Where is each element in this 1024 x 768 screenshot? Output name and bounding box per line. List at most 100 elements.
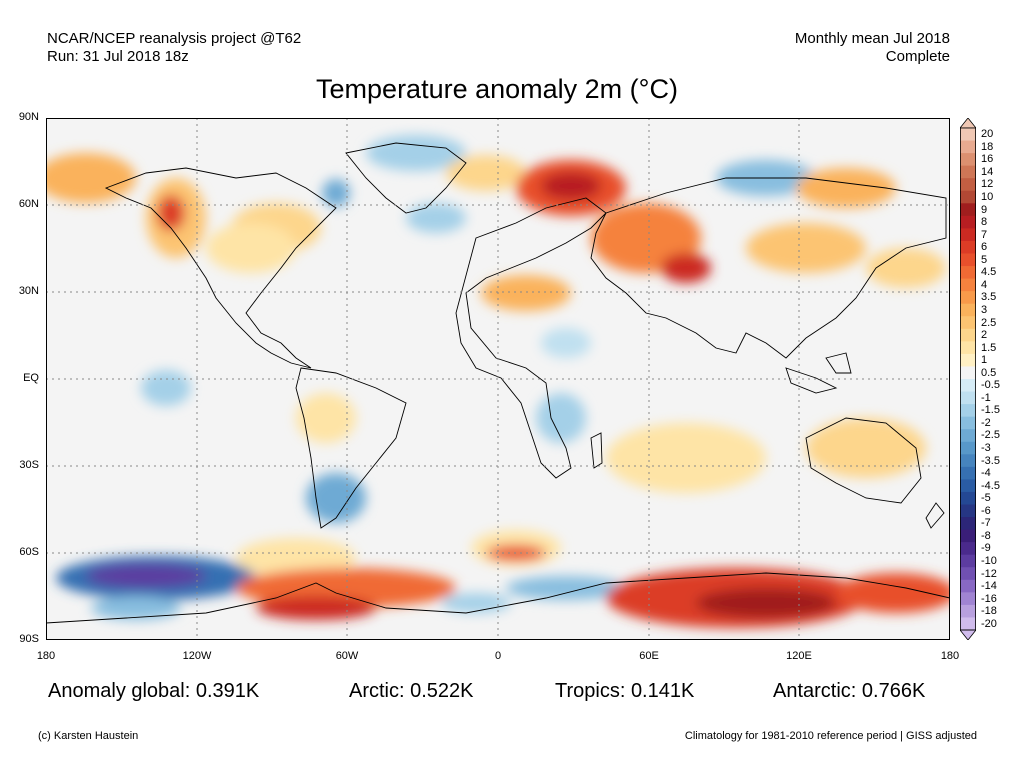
colorbar-swatch (960, 479, 976, 493)
colorbar-tick-label: 10 (981, 191, 994, 204)
colorbar-swatch (960, 542, 976, 556)
lat-label-30s: 30S (19, 459, 39, 471)
colorbar (960, 118, 976, 640)
colorbar-swatch (960, 592, 976, 606)
climatology-note: Climatology for 1981-2010 reference peri… (684, 730, 977, 742)
period-label: Monthly mean Jul 2018 (794, 30, 950, 47)
colorbar-swatch (960, 554, 976, 568)
colorbar-tick-label: 7 (981, 228, 988, 241)
colorbar-swatch (960, 203, 976, 217)
colorbar-swatch (960, 353, 976, 367)
colorbar-tick-label: 4 (981, 278, 988, 291)
colorbar-tick-label: 20 (981, 128, 994, 141)
colorbar-swatch (960, 379, 976, 393)
credit-label: (c) Karsten Haustein (38, 730, 139, 742)
colorbar-swatch (960, 529, 976, 543)
lon-label-120w: 120W (182, 650, 212, 662)
colorbar-tick-label: -12 (981, 567, 997, 580)
coastlines (46, 142, 950, 624)
colorbar-tick-label: -2 (981, 416, 991, 429)
colorbar-swatch (960, 429, 976, 443)
colorbar-tick-label: 2.5 (981, 316, 997, 329)
colorbar-tick-label: -2.5 (981, 429, 1000, 442)
colorbar-swatch (960, 328, 976, 342)
colorbar-swatch (960, 140, 976, 154)
colorbar-swatch (960, 391, 976, 405)
colorbar-swatch (960, 215, 976, 229)
colorbar-swatch (960, 128, 976, 142)
colorbar-tick-label: -1 (981, 391, 991, 404)
lat-label-60s: 60S (19, 546, 39, 558)
colorbar-swatch (960, 266, 976, 280)
colorbar-swatch (960, 579, 976, 593)
colorbar-swatch (960, 604, 976, 618)
colorbar-tick-label: -8 (981, 529, 991, 542)
colorbar-swatch (960, 567, 976, 581)
colorbar-swatch (960, 491, 976, 505)
colorbar-swatch (960, 454, 976, 468)
colorbar-swatch (960, 504, 976, 518)
colorbar-swatch (960, 517, 976, 531)
colorbar-swatch (960, 404, 976, 418)
colorbar-tick-label: 2 (981, 329, 988, 342)
colorbar-tick-label: 3 (981, 303, 988, 316)
graticule (46, 118, 950, 640)
colorbar-tick-label: 14 (981, 165, 994, 178)
lon-label-180e: 180 (940, 650, 960, 662)
colorbar-tick-label: -4.5 (981, 479, 1000, 492)
colorbar-tick-label: -14 (981, 580, 997, 593)
colorbar-swatch (960, 617, 976, 631)
colorbar-swatch (960, 441, 976, 455)
lon-label-180w: 180 (36, 650, 56, 662)
colorbar-swatch (960, 253, 976, 267)
colorbar-tick-label: 1.5 (981, 341, 997, 354)
colorbar-tick-label: 18 (981, 140, 994, 153)
colorbar-tick-label: -5 (981, 492, 991, 505)
colorbar-min-arrow (960, 629, 976, 640)
source-label: NCAR/NCEP reanalysis project @T62 (47, 30, 302, 47)
colorbar-swatch (960, 190, 976, 204)
status-label: Complete (885, 48, 950, 65)
map-frame (46, 118, 950, 640)
colorbar-tick-label: -20 (981, 617, 997, 630)
colorbar-tick-label: 1 (981, 354, 988, 367)
lat-label-60n: 60N (18, 198, 39, 210)
lat-label-90n: 90N (18, 111, 39, 123)
lon-label-60e: 60E (639, 650, 659, 662)
colorbar-tick-label: 4.5 (981, 266, 997, 279)
colorbar-tick-label: 9 (981, 203, 988, 216)
colorbar-tick-label: 12 (981, 178, 994, 191)
stat-global: Anomaly global: 0.391K (48, 680, 260, 702)
colorbar-swatch (960, 228, 976, 242)
colorbar-tick-label: 3.5 (981, 291, 997, 304)
colorbar-swatch (960, 291, 976, 305)
colorbar-tick-label: -10 (981, 554, 997, 567)
run-label: Run: 31 Jul 2018 18z (47, 48, 189, 65)
colorbar-swatch (960, 466, 976, 480)
colorbar-tick-label: -9 (981, 542, 991, 555)
colorbar-swatch (960, 303, 976, 317)
lat-label-90s: 90S (19, 633, 39, 645)
colorbar-tick-label: -6 (981, 504, 991, 517)
colorbar-swatch (960, 153, 976, 167)
colorbar-tick-label: -3.5 (981, 454, 1000, 467)
colorbar-tick-label: -1.5 (981, 404, 1000, 417)
colorbar-tick-label: -16 (981, 592, 997, 605)
stat-tropics: Tropics: 0.141K (555, 680, 695, 702)
colorbar-swatch (960, 366, 976, 380)
colorbar-swatch (960, 341, 976, 355)
colorbar-tick-label: -0.5 (981, 379, 1000, 392)
anomaly-map (46, 118, 950, 640)
colorbar-tick-label: -7 (981, 517, 991, 530)
stat-arctic: Arctic: 0.522K (349, 680, 474, 702)
map-title: Temperature anomaly 2m (°C) (316, 74, 678, 104)
colorbar-tick-label: -18 (981, 605, 997, 618)
colorbar-swatch (960, 278, 976, 292)
colorbar-tick-label: -4 (981, 467, 991, 480)
colorbar-tick-label: 5 (981, 253, 988, 266)
colorbar-tick-label: 6 (981, 241, 988, 254)
colorbar-swatch (960, 178, 976, 192)
lat-label-eq: EQ (23, 372, 39, 384)
colorbar-frame (960, 127, 976, 631)
stat-antarctic: Antarctic: 0.766K (773, 680, 926, 702)
